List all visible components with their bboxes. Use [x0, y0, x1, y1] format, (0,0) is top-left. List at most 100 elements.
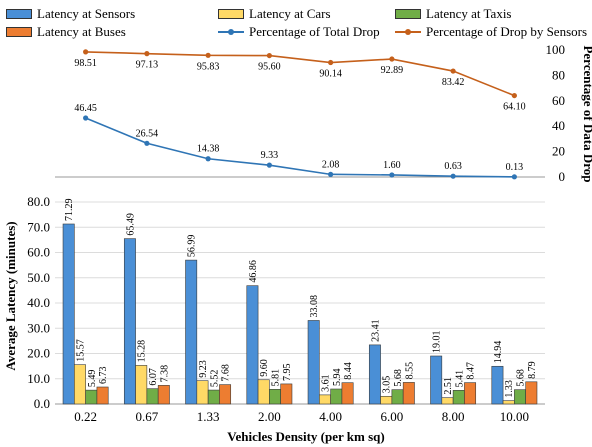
drop-tick-80: 80: [552, 67, 565, 82]
density-tick-2-00: 2.00: [258, 409, 281, 424]
latency-tick-40-0: 40.0: [27, 295, 50, 310]
bar-label-latency-at-cars-4-00: 3.61: [320, 374, 331, 392]
bar-label-latency-at-sensors-1-33: 56.99: [187, 235, 198, 258]
bar-latency-at-taxis-8-00: [452, 390, 465, 405]
bar-label-latency-at-sensors-6-00: 23.41: [370, 319, 381, 342]
line-series-group: [83, 49, 517, 180]
point-label-percentage-of-total-drop-0-67: 26.54: [136, 128, 159, 139]
bar-latency-at-sensors-1-33: [185, 259, 198, 405]
bar-label-latency-at-taxis-2-00: 5.81: [271, 369, 282, 387]
bar-label-latency-at-cars-6-00: 3.05: [382, 376, 393, 394]
legend-item-cars: Latency at Cars: [218, 6, 331, 22]
legend-item-total-drop: Percentage of Total Drop: [218, 24, 380, 40]
legend-line-total-drop: [218, 27, 244, 37]
point-percentage-of-drop-by-sensors-10-00: [511, 92, 517, 99]
bar-latency-at-sensors-4-00: [307, 320, 320, 405]
point-percentage-of-drop-by-sensors-2-00: [266, 52, 272, 59]
bar-label-latency-at-buses-8-00: 8.47: [466, 362, 477, 380]
bar-latency-at-taxis-0-67: [146, 388, 159, 405]
density-tick-0-67: 0.67: [136, 409, 159, 424]
point-percentage-of-drop-by-sensors-0-67: [144, 51, 150, 57]
latency-tick-70-0: 70.0: [27, 219, 50, 234]
latency-tick-50-0: 50.0: [27, 270, 50, 285]
bar-latency-at-cars-6-00: [380, 395, 393, 405]
bar-latency-at-taxis-10-00: [514, 389, 526, 405]
point-label-percentage-of-drop-by-sensors-4-00: 90.14: [319, 69, 342, 80]
bar-label-latency-at-buses-4-00: 8.44: [343, 362, 354, 380]
bar-latency-at-sensors-6-00: [368, 344, 381, 405]
point-label-percentage-of-total-drop-8-00: 0.63: [444, 161, 462, 172]
legend-item-sensors: Latency at Sensors: [6, 6, 135, 22]
bar-latency-at-cars-10-00: [502, 400, 515, 405]
bar-label-latency-at-taxis-0-22: 5.49: [87, 370, 98, 388]
drop-tick-60: 60: [552, 93, 565, 108]
bar-latency-at-buses-6-00: [402, 382, 415, 405]
drop-axis-ticks: 0 20 40 60 80 100: [546, 42, 566, 184]
legend-swatch-buses: [6, 27, 32, 37]
legend-line-sensor-drop: [395, 27, 421, 37]
latency-tick-10-0: 10.0: [27, 371, 50, 386]
point-percentage-of-total-drop-6-00: [389, 172, 395, 178]
density-tick-10-00: 10.00: [500, 409, 529, 424]
bar-label-latency-at-taxis-0-67: 6.07: [148, 368, 159, 386]
legend-item-taxis: Latency at Taxis: [395, 6, 511, 22]
bar-latency-at-sensors-8-00: [430, 355, 443, 405]
bar-label-latency-at-buses-0-67: 7.38: [159, 365, 170, 383]
bar-label-latency-at-sensors-8-00: 19.01: [432, 330, 443, 353]
bar-latency-at-taxis-4-00: [330, 388, 343, 405]
density-axis-ticks: 0.22 0.67 1.33 2.00 4.00 6.00 8.00 10.00: [74, 409, 529, 424]
bar-label-latency-at-cars-8-00: 2.51: [443, 377, 454, 395]
bar-latency-at-taxis-1-33: [207, 389, 220, 405]
latency-tick-0-0: 0.0: [34, 396, 50, 411]
bar-latency-at-taxis-6-00: [391, 389, 404, 405]
line-data-labels: 46.45 26.54 14.38 9.33 2.08 1.60 0.63 0.13 98.51…: [74, 58, 525, 173]
point-label-percentage-of-drop-by-sensors-8-00: 83.42: [442, 77, 465, 88]
bar-latency-at-cars-1-33: [196, 380, 209, 405]
line-percentage-of-drop-by-sensors: [85, 51, 515, 97]
bar-label-latency-at-cars-10-00: 1.33: [504, 380, 515, 398]
bar-label-latency-at-cars-0-67: 15.28: [137, 340, 148, 363]
point-percentage-of-total-drop-0-67: [144, 140, 150, 146]
drop-tick-40: 40: [552, 118, 565, 133]
drop-tick-100: 100: [546, 42, 566, 57]
bar-series-group: [62, 223, 538, 405]
y-axis-title-latency: Average Latency (minutes): [3, 221, 18, 370]
bar-label-latency-at-cars-2-00: 9.60: [259, 359, 270, 377]
bar-latency-at-taxis-0-22: [85, 389, 98, 405]
latency-tick-30-0: 30.0: [27, 320, 50, 335]
bar-latency-at-buses-0-22: [96, 386, 109, 405]
point-percentage-of-total-drop-4-00: [328, 171, 334, 177]
point-percentage-of-total-drop-2-00: [266, 162, 272, 168]
bar-label-latency-at-buses-6-00: 8.55: [404, 362, 415, 380]
bar-latency-at-sensors-0-67: [123, 238, 136, 405]
y-axis-title-drop: Percentage of Data Drop: [581, 45, 592, 182]
bar-label-latency-at-sensors-10-00: 14.94: [493, 341, 504, 364]
point-label-percentage-of-drop-by-sensors-0-22: 98.51: [74, 58, 97, 69]
point-label-percentage-of-total-drop-2-00: 9.33: [261, 150, 279, 161]
bar-label-latency-at-taxis-10-00: 5.68: [516, 369, 527, 387]
point-percentage-of-drop-by-sensors-0-22: [83, 49, 89, 55]
bar-latency-at-buses-2-00: [280, 383, 293, 405]
bar-label-latency-at-sensors-0-67: 65.49: [125, 213, 136, 236]
point-label-percentage-of-total-drop-0-22: 46.45: [74, 103, 97, 114]
bar-label-latency-at-buses-10-00: 8.79: [527, 361, 538, 379]
point-label-percentage-of-drop-by-sensors-10-00: 64.10: [503, 102, 526, 113]
drop-tick-20: 20: [552, 144, 565, 159]
point-label-percentage-of-total-drop-1-33: 14.38: [197, 144, 220, 155]
point-percentage-of-drop-by-sensors-4-00: [328, 59, 334, 66]
point-percentage-of-drop-by-sensors-6-00: [389, 56, 395, 62]
bar-latency-at-sensors-0-22: [62, 223, 75, 405]
point-percentage-of-total-drop-10-00: [511, 174, 517, 180]
bar-label-latency-at-buses-1-33: 7.68: [221, 364, 232, 382]
density-tick-8-00: 8.00: [442, 409, 465, 424]
density-tick-0-22: 0.22: [74, 409, 97, 424]
bar-latency-at-cars-0-67: [135, 365, 148, 405]
density-tick-4-00: 4.00: [319, 409, 342, 424]
bar-latency-at-buses-0-67: [157, 385, 170, 405]
point-percentage-of-total-drop-0-22: [83, 115, 89, 121]
point-label-percentage-of-drop-by-sensors-0-67: 97.13: [136, 60, 159, 71]
latency-tick-80-0: 80.0: [27, 194, 50, 209]
bar-label-latency-at-buses-2-00: 7.95: [282, 363, 293, 381]
bar-latency-at-cars-0-22: [74, 364, 86, 405]
bar-label-latency-at-cars-1-33: 9.23: [198, 360, 209, 378]
